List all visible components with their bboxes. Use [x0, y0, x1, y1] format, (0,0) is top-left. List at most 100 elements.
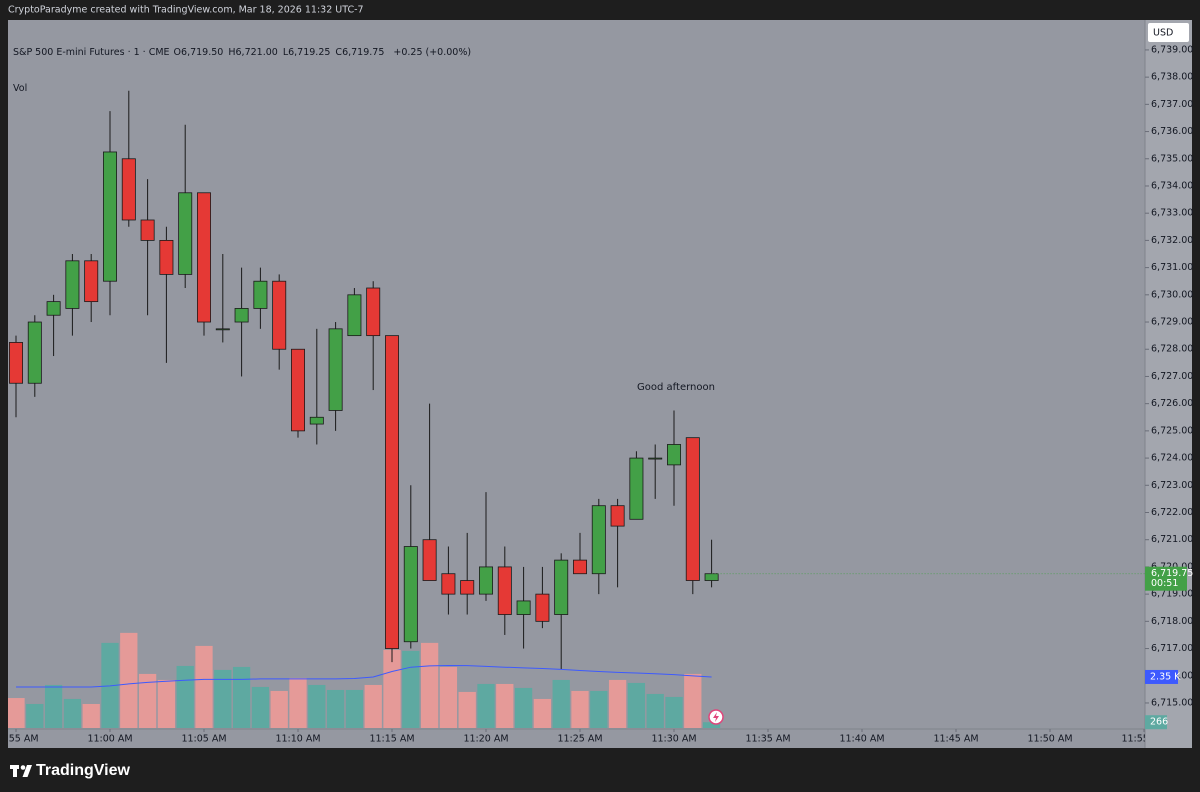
- volume-ma-label: 2.35 K: [1150, 671, 1181, 682]
- y-tick-label: 6,726.00: [1151, 398, 1193, 409]
- y-tick-label: 6,723.00: [1151, 480, 1193, 491]
- y-tick-label: 6,719.00: [1151, 589, 1193, 600]
- x-tick-label: 11:35 AM: [745, 734, 790, 745]
- legend-row: S&P 500 E-mini Futures · 1 · CME O6,719.5…: [13, 47, 475, 58]
- volume-bar: [251, 686, 270, 728]
- x-tick-label: 10:55 AM: [0, 734, 39, 745]
- candle-body: [272, 280, 287, 350]
- candle-body: [591, 505, 606, 575]
- volume-bar: [552, 679, 570, 728]
- y-tick-label: 6,721.00: [1151, 534, 1193, 545]
- volume-bar: [345, 689, 364, 728]
- y-tick-label: 6,718.00: [1151, 616, 1193, 627]
- logo-part: [20, 765, 26, 770]
- volume-bar: [590, 690, 608, 728]
- change: +0.25 (+0.00%): [393, 47, 472, 58]
- candle-body: [27, 321, 42, 384]
- x-tick-label: 11:00 AM: [87, 734, 132, 745]
- chart-title: CryptoParadyme created with TradingView.…: [8, 5, 364, 16]
- volume-bar: [326, 689, 345, 728]
- last-price-label: 6,719.75: [1151, 568, 1193, 579]
- volume-last-label: 266: [1150, 717, 1168, 728]
- candle-body: [46, 301, 61, 316]
- candle-body: [535, 593, 550, 622]
- x-tick-label: 11:40 AM: [839, 734, 884, 745]
- y-tick-label: 6,728.00: [1151, 344, 1193, 355]
- candle-body: [554, 559, 569, 615]
- candle-body: [667, 444, 681, 466]
- candle-body: [403, 546, 418, 643]
- candle-body: [178, 192, 193, 275]
- annotation: Good afternoon: [637, 382, 715, 393]
- y-tick-label: 6,730.00: [1151, 289, 1193, 300]
- x-tick-label: 11:45 AM: [933, 734, 978, 745]
- candle-body: [422, 539, 437, 581]
- candle-body: [573, 559, 587, 575]
- symbol: S&P 500 E-mini Futures · 1 · CME: [13, 47, 170, 58]
- candle-body: [291, 348, 305, 432]
- candle-body: [610, 505, 625, 527]
- volume-bar: [195, 645, 213, 728]
- candle-body: [234, 308, 249, 323]
- candle-body: [253, 280, 268, 309]
- volume-bar: [514, 687, 533, 728]
- candle-body: [9, 342, 23, 384]
- candle-body: [121, 158, 136, 221]
- volume-bar: [477, 683, 495, 728]
- x-tick-label: 11:05 AM: [181, 734, 226, 745]
- legend-key: H: [228, 47, 236, 58]
- logo-part: [22, 765, 32, 777]
- volume-bar: [402, 650, 420, 728]
- volume-bar: [571, 690, 589, 728]
- y-tick-label: 6,734.00: [1151, 180, 1193, 191]
- countdown-label: 00:51: [1151, 578, 1178, 589]
- volume-bar: [458, 691, 476, 728]
- volume-bar: [44, 684, 63, 728]
- candle-body: [648, 457, 663, 460]
- event-icon-bolt: [713, 712, 719, 722]
- candle-body: [385, 335, 399, 649]
- volume-bar: [214, 669, 232, 728]
- candle-body: [347, 294, 362, 337]
- candle-body: [197, 192, 211, 323]
- volume-bar: [665, 696, 683, 728]
- candle-body: [685, 437, 700, 581]
- legend: S&P 500 E-mini Futures · 1 · CME O6,719.5…: [13, 25, 475, 105]
- volume-bar: [608, 679, 627, 728]
- volume-bar: [63, 698, 82, 728]
- candle-body: [704, 573, 719, 581]
- candle-body: [497, 566, 512, 615]
- legend-key: C: [335, 47, 343, 58]
- y-tick-label: 6,732.00: [1151, 235, 1193, 246]
- x-tick-label: 11:50 AM: [1027, 734, 1072, 745]
- y-tick-label: 6,736.00: [1151, 126, 1193, 137]
- y-tick-label: 6,738.00: [1151, 72, 1193, 83]
- candle-body: [366, 287, 381, 337]
- volume-bar: [8, 698, 25, 728]
- x-tick-label: 11:25 AM: [557, 734, 602, 745]
- volume-bar: [176, 665, 194, 728]
- y-tick-label: 6,733.00: [1151, 208, 1193, 219]
- volume-bar: [364, 684, 382, 728]
- candle-body: [441, 573, 456, 595]
- candle-body: [629, 457, 644, 520]
- legend-value: 6,719.75: [342, 47, 385, 58]
- footer-logo: [10, 765, 32, 777]
- y-tick-label: 6,731.00: [1151, 262, 1193, 273]
- legend-key: L: [282, 47, 289, 58]
- volume-bar: [627, 682, 646, 728]
- candle-body: [84, 260, 99, 303]
- y-tick-label: 6,715.00: [1151, 697, 1193, 708]
- volume-bar: [157, 679, 176, 728]
- volume-bar: [420, 642, 439, 728]
- ohlc: O6,719.50 H6,721.00 L6,719.25 C6,719.75: [174, 47, 390, 58]
- x-tick-label: 11:30 AM: [651, 734, 696, 745]
- legend-value: 6,721.00: [235, 47, 278, 58]
- volume-bar: [82, 703, 100, 728]
- volume-bar: [26, 703, 44, 728]
- volume-bar: [684, 673, 702, 728]
- volume-ma-box: [1145, 669, 1178, 684]
- candle-body: [103, 151, 117, 282]
